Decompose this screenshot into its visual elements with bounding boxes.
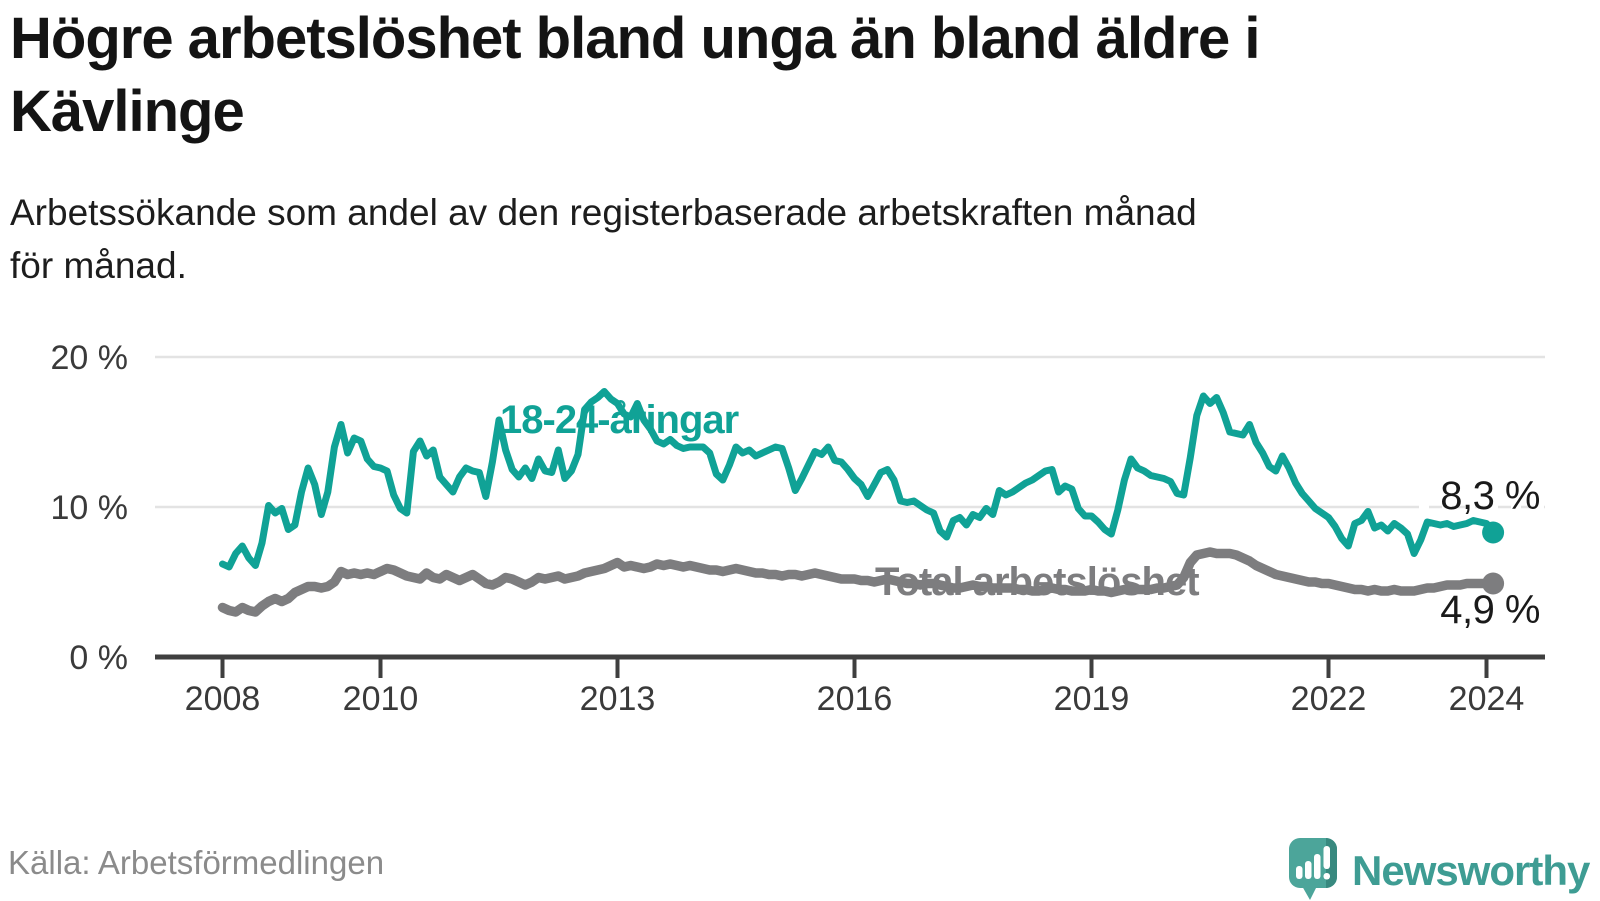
chart-subtitle-line-1: Arbetssökande som andel av den registerb… — [10, 192, 1197, 233]
total-series-label: Total arbetslöshet — [875, 560, 1200, 604]
newsworthy-logo-icon — [1289, 838, 1337, 900]
series-line — [217, 547, 1498, 617]
source-caption: Källa: Arbetsförmedlingen — [8, 844, 385, 881]
youth-series-label: 18-24-åringar — [500, 398, 739, 442]
x-tick-label: 2019 — [1054, 680, 1130, 718]
logo-exclamation-bar — [1323, 846, 1330, 869]
logo-bar-2 — [1305, 861, 1312, 879]
y-tick-label: 20 % — [51, 339, 129, 377]
series-end-dot — [1482, 521, 1505, 544]
chart-title: Högre arbetslöshet bland unga än bland ä… — [10, 2, 1570, 148]
youth-end-value-label: 8,3 % — [1440, 474, 1540, 518]
logo-speech-tail — [1302, 886, 1317, 900]
y-tick-label: 10 % — [51, 489, 129, 527]
newsworthy-wordmark: Newsworthy — [1352, 847, 1590, 894]
chart-subtitle: Arbetssökande som andel av den registerb… — [10, 186, 1570, 292]
series-line — [219, 388, 1497, 571]
logo-bar-1 — [1296, 866, 1303, 879]
total-end-value-label: 4,9 % — [1440, 588, 1540, 632]
chart-subtitle-line-2: för månad. — [10, 245, 187, 286]
x-tick-label: 2008 — [185, 680, 261, 718]
newsworthy-logo: Newsworthy — [1288, 837, 1598, 901]
x-tick-label: 2010 — [343, 680, 419, 718]
x-tick-label: 2024 — [1449, 680, 1525, 718]
y-tick-label: 0 % — [69, 639, 128, 677]
logo-bar-3 — [1314, 854, 1321, 879]
series-end-dot — [1482, 572, 1505, 595]
chart-title-line-1: Högre arbetslöshet bland unga än bland ä… — [10, 6, 1261, 71]
logo-exclamation-dot — [1323, 873, 1330, 880]
x-tick-label: 2016 — [817, 680, 893, 718]
logo-fold-shade — [1326, 838, 1337, 888]
chart-title-line-2: Kävlinge — [10, 79, 245, 144]
x-tick-label: 2013 — [580, 680, 656, 718]
x-tick-label: 2022 — [1291, 680, 1367, 718]
